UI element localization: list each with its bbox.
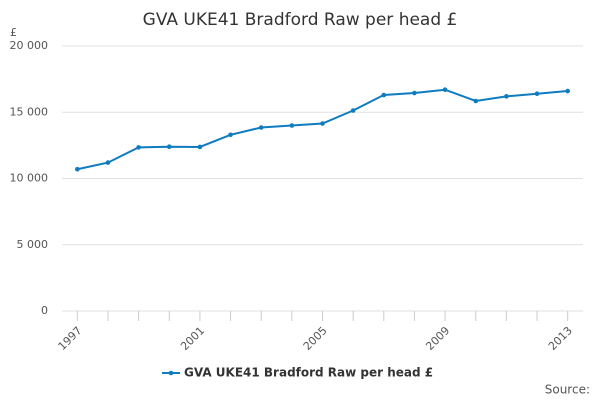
data-point: [473, 98, 479, 104]
y-tick-label: 0: [41, 304, 48, 317]
data-point: [534, 91, 540, 96]
data-point: [166, 144, 172, 149]
y-tick-label: 10 000: [10, 172, 49, 185]
chart-title: GVA UKE41 Bradford Raw per head £: [143, 10, 458, 30]
data-point: [105, 160, 111, 165]
data-point: [381, 92, 387, 98]
x-tick-label: 1997: [56, 324, 85, 353]
legend-marker: [168, 370, 174, 376]
data-point: [258, 125, 264, 130]
legend-label: GVA UKE41 Bradford Raw per head £: [184, 366, 433, 380]
y-tick-label: 5 000: [17, 238, 49, 251]
data-point: [565, 88, 570, 94]
data-point: [136, 145, 141, 150]
x-tick-label: 2013: [546, 324, 575, 353]
x-tick-label: 2005: [301, 324, 330, 353]
data-point: [197, 144, 203, 150]
y-axis-label: £: [10, 26, 17, 39]
series-line: [77, 88, 568, 171]
source: Source:: [545, 383, 590, 397]
data-point: [350, 108, 356, 113]
data-point: [75, 166, 80, 172]
data-point: [504, 94, 509, 99]
data-point: [442, 87, 448, 93]
data-point: [228, 132, 233, 138]
data-point: [412, 90, 417, 96]
x-tick-label: 2009: [423, 324, 452, 353]
x-tick-label: 2001: [178, 324, 207, 353]
data-point: [289, 123, 295, 128]
data-point: [320, 121, 325, 126]
y-tick-label: 15 000: [10, 105, 49, 118]
y-tick-label: 20 000: [10, 39, 49, 52]
